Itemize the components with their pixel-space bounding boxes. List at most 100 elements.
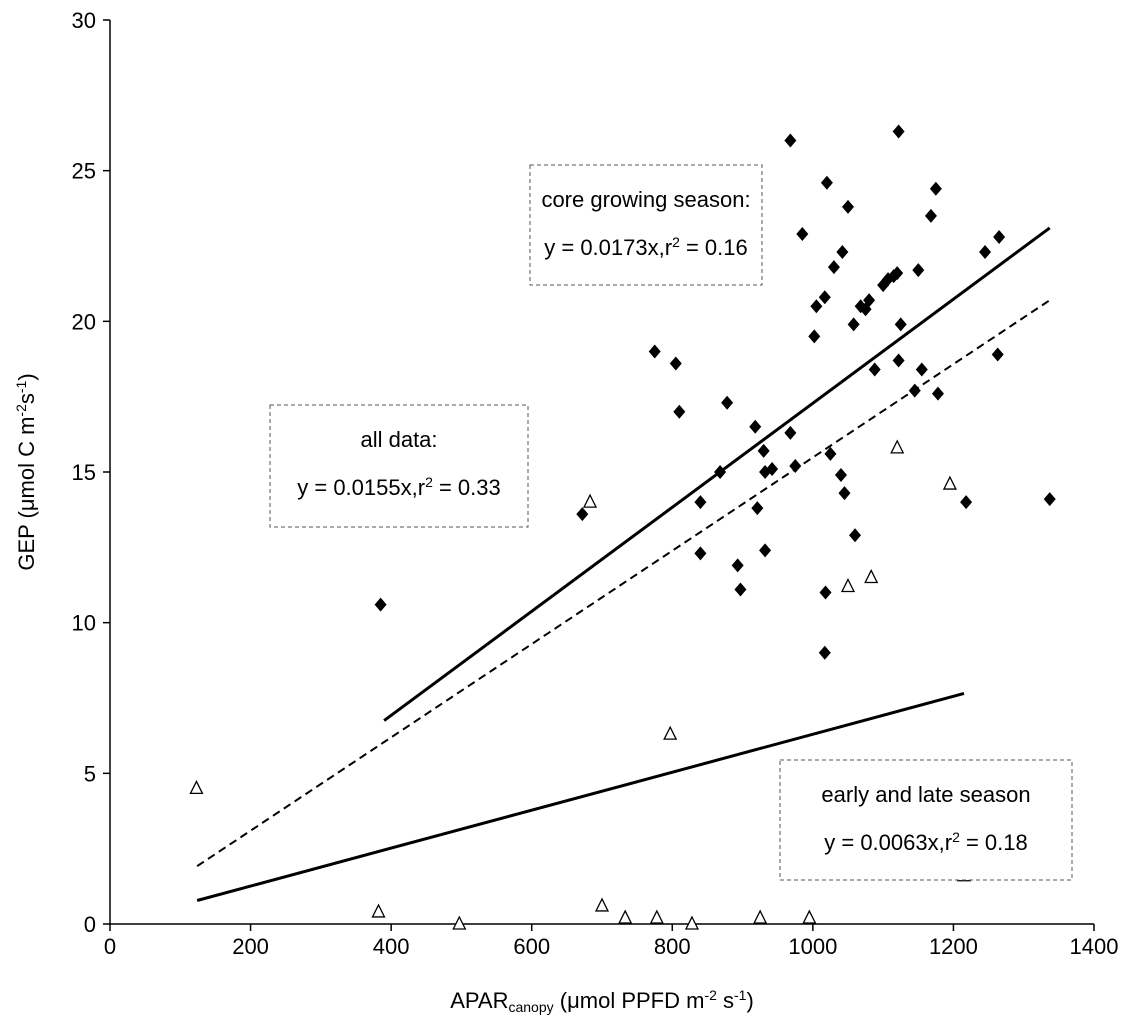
y-tick-label: 30 [72, 8, 96, 33]
diamond-point [868, 362, 881, 377]
text-segment: y = 0.0155x,r [297, 475, 425, 500]
diamond-point [960, 495, 973, 510]
y-tick-label: 25 [72, 159, 96, 184]
diamond-point [759, 543, 772, 558]
diamond-point [929, 181, 942, 196]
diamond-point [576, 507, 589, 522]
diamond-point [734, 582, 747, 597]
annotation-text: y = 0.0063x,r2 = 0.18 [824, 829, 1028, 855]
diamond-point [694, 495, 707, 510]
triangle-point [864, 569, 879, 584]
triangle-point [684, 915, 700, 930]
trend-line [196, 299, 1051, 867]
diamond-point [824, 446, 837, 461]
text-segment: all data: [360, 427, 437, 452]
text-segment: (μmol PPFD m [554, 988, 705, 1013]
text-segment: -2 [704, 987, 717, 1003]
diamond-point [894, 317, 907, 332]
x-tick-label: 1400 [1070, 934, 1119, 959]
diamond-point [731, 558, 744, 573]
diamond-point [991, 347, 1004, 362]
text-segment: = 0.33 [433, 475, 501, 500]
triangle-point [594, 897, 610, 912]
diamond-point [784, 425, 797, 440]
text-segment: canopy [508, 999, 553, 1015]
x-axis-label: APARcanopy (μmol PPFD m-2 s-1) [450, 987, 754, 1016]
triangle-point [189, 779, 204, 795]
diamond-point [838, 486, 851, 501]
trend-line [196, 692, 965, 902]
diamond-point [891, 266, 904, 281]
annotation-text: y = 0.0155x,r2 = 0.33 [297, 474, 501, 500]
y-tick-label: 20 [72, 309, 96, 334]
diamond-point [757, 443, 770, 458]
diamond-point [796, 226, 809, 241]
y-tick-label: 0 [84, 912, 96, 937]
triangle-point [452, 915, 467, 930]
text-segment: ) [14, 373, 39, 380]
diamond-point [863, 293, 876, 308]
annotation-text: early and late season [821, 782, 1030, 807]
text-segment: 2 [672, 234, 680, 250]
diamond-point [1043, 492, 1056, 507]
diamond-point [827, 260, 840, 275]
diamond-point [819, 585, 832, 600]
diamond-point [892, 353, 905, 368]
triangle-point [942, 475, 957, 490]
text-segment: core growing season: [541, 187, 750, 212]
triangle-point [663, 725, 678, 740]
diamond-point [892, 124, 905, 139]
y-tick-label: 10 [72, 611, 96, 636]
text-segment: GEP (μmol C m [14, 417, 39, 571]
diamond-point [979, 245, 992, 260]
diamond-point [924, 208, 937, 223]
annotation-box [529, 164, 763, 286]
triangle-point [840, 578, 856, 593]
diamond-point [912, 263, 925, 278]
x-tick-label: 600 [513, 934, 550, 959]
triangle-point [802, 909, 817, 924]
text-segment: -1 [13, 380, 29, 393]
annotation-box [779, 759, 1073, 881]
x-tick-label: 200 [232, 934, 269, 959]
diamond-point [789, 458, 802, 473]
text-segment: APAR [450, 988, 508, 1013]
diamond-point [694, 546, 707, 561]
diamond-point [669, 356, 682, 371]
text-segment: = 0.16 [680, 235, 748, 260]
annotation-box [269, 404, 529, 528]
diamond-point [834, 468, 847, 483]
x-tick-label: 0 [104, 934, 116, 959]
diamond-point [374, 597, 387, 612]
diamond-point [993, 229, 1006, 244]
x-tick-label: 800 [654, 934, 691, 959]
text-segment: y = 0.0173x,r [544, 235, 672, 260]
triangle-point [649, 909, 664, 924]
text-segment: s [14, 393, 39, 404]
triangle-point [890, 439, 905, 454]
y-tick-label: 5 [84, 761, 96, 786]
diamond-point [818, 645, 831, 660]
y-tick-label: 15 [72, 460, 96, 485]
diamond-point [721, 395, 734, 410]
text-segment: ) [746, 988, 753, 1013]
diamond-point [820, 175, 833, 190]
text-segment: s [717, 988, 734, 1013]
text-segment: y = 0.0063x,r [824, 830, 952, 855]
diamond-point [751, 501, 764, 516]
triangle-point [618, 909, 633, 924]
annotation-text: y = 0.0173x,r2 = 0.16 [544, 234, 748, 260]
diamond-point [648, 344, 661, 359]
y-axis-label: GEP (μmol C m-2s-1) [13, 373, 39, 570]
diamond-point [766, 461, 779, 476]
annotation-text: all data: [360, 427, 437, 452]
diamond-point [849, 528, 862, 543]
x-tick-label: 1000 [788, 934, 837, 959]
text-segment: 2 [952, 829, 960, 845]
triangle-point [371, 903, 386, 918]
diamond-point [842, 199, 854, 214]
text-segment: -1 [734, 987, 747, 1003]
diamond-point [818, 290, 831, 305]
diamond-point [915, 362, 928, 377]
